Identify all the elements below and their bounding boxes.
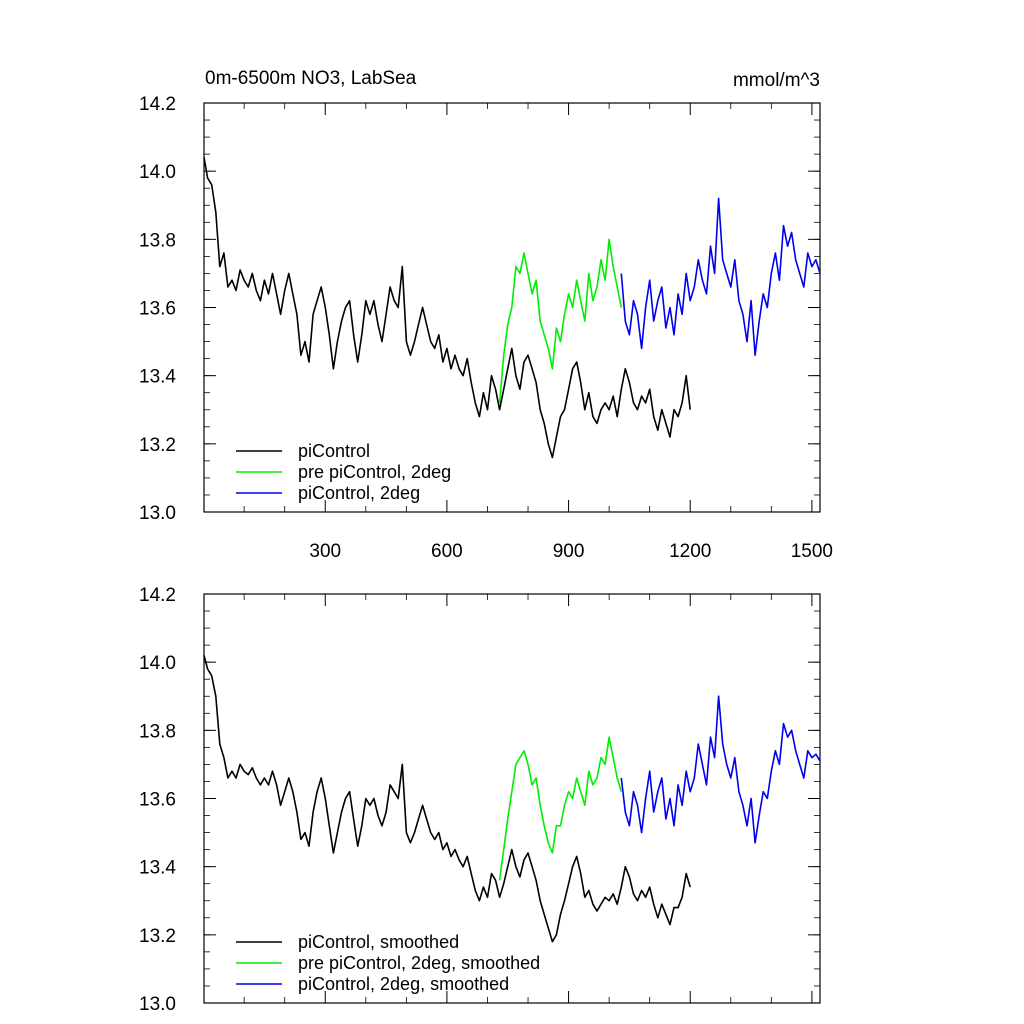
y-tick-label: 13.2 [139,435,176,456]
x-tick-label: 600 [431,541,463,562]
chart-units: mmol/m^3 [733,70,820,91]
y-tick-label: 13.0 [139,994,176,1015]
legend-label: piControl, 2deg, smoothed [298,974,509,994]
legend-label: piControl, smoothed [298,932,459,952]
x-tick-label: 1500 [791,541,833,562]
y-tick-label: 13.6 [139,299,176,320]
y-tick-label: 13.2 [139,926,176,947]
y-tick-label: 13.4 [139,858,176,879]
panel-bottom: 13.0 13.2 13.4 13.6 13.8 14.0 14.2 piControl, s… [139,585,821,1015]
y-tick-label: 13.0 [139,503,176,524]
plot-frame [203,593,821,1004]
chart-title: 0m-6500m NO3, LabSea [205,68,417,89]
x-tick-label: 900 [553,541,585,562]
series-line-2 [620,197,821,357]
y-tick-label: 14.0 [139,653,176,674]
y-tick-label: 14.2 [139,585,176,606]
legend-label: piControl, 2deg [298,483,420,503]
y-tick-label: 14.0 [139,162,176,183]
series-line-1 [498,736,623,881]
panel-top: 0m-6500m NO3, LabSea mmol/m^3 13.0 13.2 13… [139,68,833,562]
series-line-0 [203,157,691,459]
y-tick-label: 14.2 [139,94,176,115]
y-tick-label: 13.4 [139,367,176,388]
legend-label: piControl [298,441,370,461]
y-tick-label: 13.6 [139,790,176,811]
series-line-2 [620,695,821,844]
series-line-1 [498,238,623,403]
y-tick-label: 13.8 [139,721,176,742]
x-tick-label: 300 [309,541,341,562]
series-line-0 [203,655,691,943]
legend-label: pre piControl, 2deg [298,462,451,482]
x-tick-label: 1200 [669,541,711,562]
legend-label: pre piControl, 2deg, smoothed [298,953,540,973]
y-tick-label: 13.8 [139,230,176,251]
